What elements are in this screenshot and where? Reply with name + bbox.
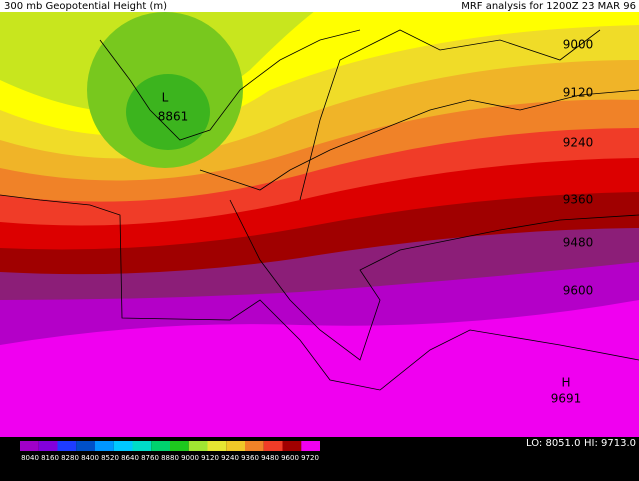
legend-label: 9360 <box>241 454 259 462</box>
coastline <box>0 194 639 391</box>
legend-swatch <box>301 441 320 451</box>
legend-swatch <box>188 441 208 451</box>
legend-label: 8880 <box>161 454 179 462</box>
legend-label: 9120 <box>201 454 219 462</box>
low-value: LO: 8051.0 <box>526 438 580 449</box>
title: 300 mb Geopotential Height (m) <box>4 1 167 12</box>
contour-label: 9360 <box>563 193 594 207</box>
coastline <box>99 29 361 141</box>
legend-swatch <box>282 441 302 451</box>
legend-swatch <box>245 441 264 451</box>
legend-label: 9240 <box>221 454 239 462</box>
coastline <box>199 89 639 191</box>
legend-swatch <box>38 441 58 451</box>
legend-swatch <box>20 441 39 451</box>
legend-swatch <box>132 441 152 451</box>
legend-swatch <box>151 441 170 451</box>
legend-label: 8160 <box>41 454 59 462</box>
legend-label: 8400 <box>81 454 99 462</box>
legend-label: 9480 <box>261 454 279 462</box>
legend-label: 8640 <box>121 454 139 462</box>
legend-label: 8760 <box>141 454 159 462</box>
map <box>0 12 639 437</box>
legend-swatch <box>207 441 227 451</box>
legend-swatch <box>263 441 283 451</box>
legend-label: 8280 <box>61 454 79 462</box>
contour-label: 9000 <box>563 38 594 52</box>
legend-swatch <box>170 441 189 451</box>
contour-label: 8861 <box>158 110 189 124</box>
legend-label: 9600 <box>281 454 299 462</box>
subtitle: MRF analysis for 1200Z 23 MAR 96 <box>461 1 636 12</box>
contour-label: 9120 <box>563 86 594 100</box>
contour-label: 9691 <box>551 392 582 406</box>
legend-label: 8520 <box>101 454 119 462</box>
legend-swatch <box>95 441 114 451</box>
contour-label: L <box>162 91 169 105</box>
contour-label: 9480 <box>563 236 594 250</box>
contour-label: 9240 <box>563 136 594 150</box>
legend-label: 9000 <box>181 454 199 462</box>
legend-label: 9720 <box>301 454 319 462</box>
coastline <box>299 29 601 201</box>
legend-swatch <box>57 441 77 451</box>
legend-label: 8040 <box>21 454 39 462</box>
legend-swatch <box>76 441 95 451</box>
coastline <box>229 199 639 361</box>
contour-label: 9600 <box>563 284 594 298</box>
contour-label: H <box>561 376 570 390</box>
band <box>126 74 210 150</box>
legend-swatch <box>226 441 245 451</box>
high-value: HI: 9713.0 <box>584 438 636 449</box>
header-bar <box>0 0 639 12</box>
legend-swatch <box>113 441 133 451</box>
